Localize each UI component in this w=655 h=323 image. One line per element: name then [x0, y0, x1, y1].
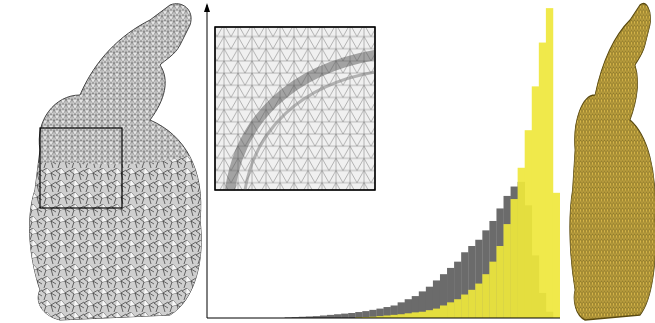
histogram-bar	[461, 252, 468, 318]
histogram-bar	[447, 268, 454, 318]
histogram-bar	[454, 262, 461, 318]
histogram-bar	[504, 196, 511, 318]
y-axis	[207, 5, 208, 318]
histogram-bar	[419, 312, 426, 318]
inset-box	[215, 27, 375, 190]
histogram-bar	[475, 284, 482, 318]
histogram-bar	[489, 262, 496, 318]
histogram-bar	[525, 130, 532, 318]
histogram-bar	[511, 187, 518, 318]
right-bunny	[570, 4, 655, 320]
histogram-bar	[384, 307, 391, 318]
axes	[204, 3, 560, 318]
inset-border	[215, 27, 375, 190]
histogram-bar	[341, 314, 348, 318]
bunny-mesh-gold	[570, 4, 655, 320]
histogram-bar	[398, 302, 405, 318]
histogram-bar	[539, 43, 546, 318]
histogram-bar	[447, 302, 454, 318]
histogram-bar	[334, 314, 341, 318]
histogram-bar	[482, 230, 489, 318]
histogram-bar	[426, 310, 433, 318]
histogram-bar	[405, 313, 412, 318]
histogram-bar	[496, 208, 503, 318]
histogram-bar	[355, 312, 362, 318]
inset	[215, 27, 375, 190]
y-axis-arrow	[204, 3, 210, 12]
histogram-bar	[440, 274, 447, 318]
histogram-bar	[405, 299, 412, 318]
histogram-bar	[468, 246, 475, 318]
histogram-bar	[362, 311, 369, 318]
histogram-bar	[518, 168, 525, 318]
histogram-bar	[489, 221, 496, 318]
histogram-bar	[433, 280, 440, 318]
histogram-bar	[454, 299, 461, 318]
histogram-bar	[412, 296, 419, 318]
bunny-noisy-part	[0, 150, 210, 323]
inset-crease	[230, 55, 375, 190]
histogram-bar	[348, 313, 355, 318]
histogram-bar	[482, 274, 489, 318]
histogram-bar	[426, 287, 433, 318]
histogram-bar	[468, 290, 475, 318]
histogram-bar	[461, 295, 468, 318]
histogram-bar	[504, 224, 511, 318]
left-bunny	[0, 4, 210, 323]
histogram-bar	[391, 305, 398, 318]
histogram-bar	[412, 312, 419, 318]
histogram-bar	[475, 240, 482, 318]
histogram-bar	[496, 246, 503, 318]
histogram-bar	[511, 199, 518, 318]
histogram-bar	[532, 86, 539, 318]
histogram-bar	[433, 309, 440, 318]
histogram-series	[285, 182, 554, 318]
inset-crease	[245, 72, 375, 190]
histogram-bar	[553, 193, 560, 318]
histogram-bar	[398, 314, 405, 318]
zoom-box	[40, 128, 122, 208]
bunny-noisy	[0, 150, 210, 323]
histogram-bar	[376, 309, 383, 318]
histogram-bar	[440, 305, 447, 318]
figure	[0, 0, 655, 323]
histogram-series	[355, 8, 560, 318]
x-axis	[207, 318, 560, 319]
histogram-bar	[419, 291, 426, 318]
histogram-bar	[369, 310, 376, 318]
histogram-bar	[546, 8, 553, 318]
